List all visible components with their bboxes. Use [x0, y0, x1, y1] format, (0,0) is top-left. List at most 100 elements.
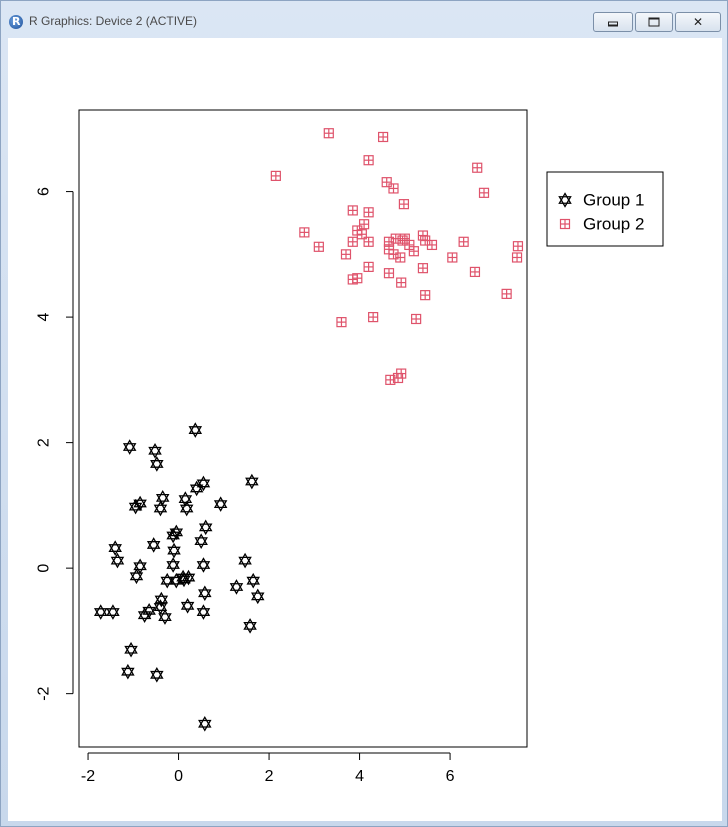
point-series-1	[106, 604, 120, 620]
point-series-1	[245, 473, 259, 490]
point-series-1	[246, 572, 260, 589]
point-series-1	[213, 496, 228, 512]
y-tick-label: 4	[36, 313, 53, 322]
legend: Group 1 Group 2	[546, 171, 664, 247]
x-tick-label: -2	[81, 768, 95, 785]
point-series-2	[472, 162, 483, 173]
point-series-2	[398, 199, 410, 210]
point-series-1	[137, 607, 152, 624]
point-series-2	[478, 187, 490, 198]
point-series-1	[180, 597, 195, 614]
point-series-1	[250, 588, 265, 605]
point-series-1	[153, 500, 168, 517]
point-series-1	[167, 542, 181, 559]
point-series-2	[347, 236, 358, 247]
point-series-2	[347, 205, 358, 216]
point-series-2	[385, 374, 396, 385]
point-series-1	[188, 422, 203, 438]
point-series-2	[458, 236, 469, 247]
title-bar[interactable]: R R Graphics: Device 2 (ACTIVE) ✕	[1, 1, 727, 37]
data-points	[93, 128, 524, 732]
point-series-2	[363, 207, 374, 218]
point-series-1	[124, 641, 138, 658]
scatter-chart: -2 0 2 4 6 -2 0 2 4 6 Group 1 Group 2	[36, 109, 664, 785]
point-series-2	[408, 246, 419, 257]
point-series-1	[93, 604, 108, 620]
point-series-1	[133, 558, 147, 575]
maximize-button[interactable]	[635, 12, 673, 32]
x-tick-label: 0	[174, 768, 183, 785]
point-series-2	[396, 277, 407, 288]
point-series-2	[363, 155, 374, 166]
point-series-2	[512, 241, 524, 252]
minimize-button[interactable]	[593, 12, 633, 32]
point-series-1	[122, 439, 137, 455]
x-tick-label: 4	[355, 768, 364, 785]
point-series-2	[323, 128, 334, 139]
point-series-1	[146, 537, 161, 553]
point-series-1	[179, 500, 194, 517]
point-series-2	[417, 263, 429, 274]
point-series-2	[426, 239, 438, 251]
point-series-2	[447, 252, 458, 263]
point-series-1	[166, 527, 180, 544]
point-series-1	[158, 609, 172, 625]
point-series-1	[108, 540, 122, 556]
y-tick-label: -2	[36, 686, 53, 700]
x-tick-label: 2	[265, 768, 274, 785]
point-series-1	[155, 490, 170, 506]
plot-box	[78, 109, 528, 748]
x-tick-label: 6	[446, 768, 455, 785]
point-series-1	[238, 552, 252, 569]
point-series-2	[381, 177, 392, 188]
point-series-1	[178, 491, 193, 507]
point-series-2	[313, 241, 324, 252]
point-series-2	[388, 183, 399, 194]
point-series-1	[196, 604, 211, 620]
point-series-1	[148, 442, 162, 459]
point-series-1	[121, 663, 135, 680]
point-series-2	[352, 273, 363, 284]
point-series-1	[160, 572, 174, 589]
point-series-1	[243, 618, 257, 634]
point-series-2	[358, 219, 370, 230]
legend-label-2: Group 2	[583, 215, 644, 234]
window-title: R Graphics: Device 2 (ACTIVE)	[29, 14, 198, 28]
legend-label-1: Group 1	[583, 191, 644, 210]
point-series-1	[110, 552, 125, 569]
point-series-2	[469, 266, 481, 278]
point-series-1	[128, 498, 143, 515]
point-series-2	[395, 252, 406, 263]
x-axis: -2 0 2 4 6	[81, 752, 455, 785]
point-series-1	[198, 585, 212, 602]
point-series-2	[420, 290, 431, 301]
point-series-2	[399, 233, 410, 244]
point-series-2	[363, 261, 374, 272]
point-series-1	[196, 557, 211, 573]
y-tick-label: 2	[36, 438, 53, 447]
y-tick-label: 0	[36, 564, 53, 573]
point-series-2	[392, 372, 404, 384]
point-series-2	[356, 229, 367, 240]
legend-marker-2	[559, 218, 571, 230]
point-series-2	[388, 249, 399, 260]
point-series-1	[198, 715, 212, 732]
point-series-2	[340, 249, 352, 260]
point-series-1	[198, 519, 213, 536]
point-series-1	[150, 456, 164, 472]
point-series-2	[411, 313, 422, 325]
y-axis: -2 0 2 4 6	[36, 187, 74, 701]
point-series-1	[150, 667, 164, 683]
point-series-2	[270, 170, 281, 181]
point-series-2	[501, 288, 512, 299]
point-series-2	[336, 317, 347, 328]
point-series-2	[363, 236, 374, 247]
y-tick-label: 6	[36, 187, 53, 196]
legend-box	[546, 171, 664, 247]
close-button[interactable]: ✕	[675, 12, 721, 32]
close-icon: ✕	[692, 15, 704, 29]
point-series-1	[194, 533, 208, 549]
maximize-icon	[648, 17, 660, 27]
point-series-2	[299, 227, 310, 238]
